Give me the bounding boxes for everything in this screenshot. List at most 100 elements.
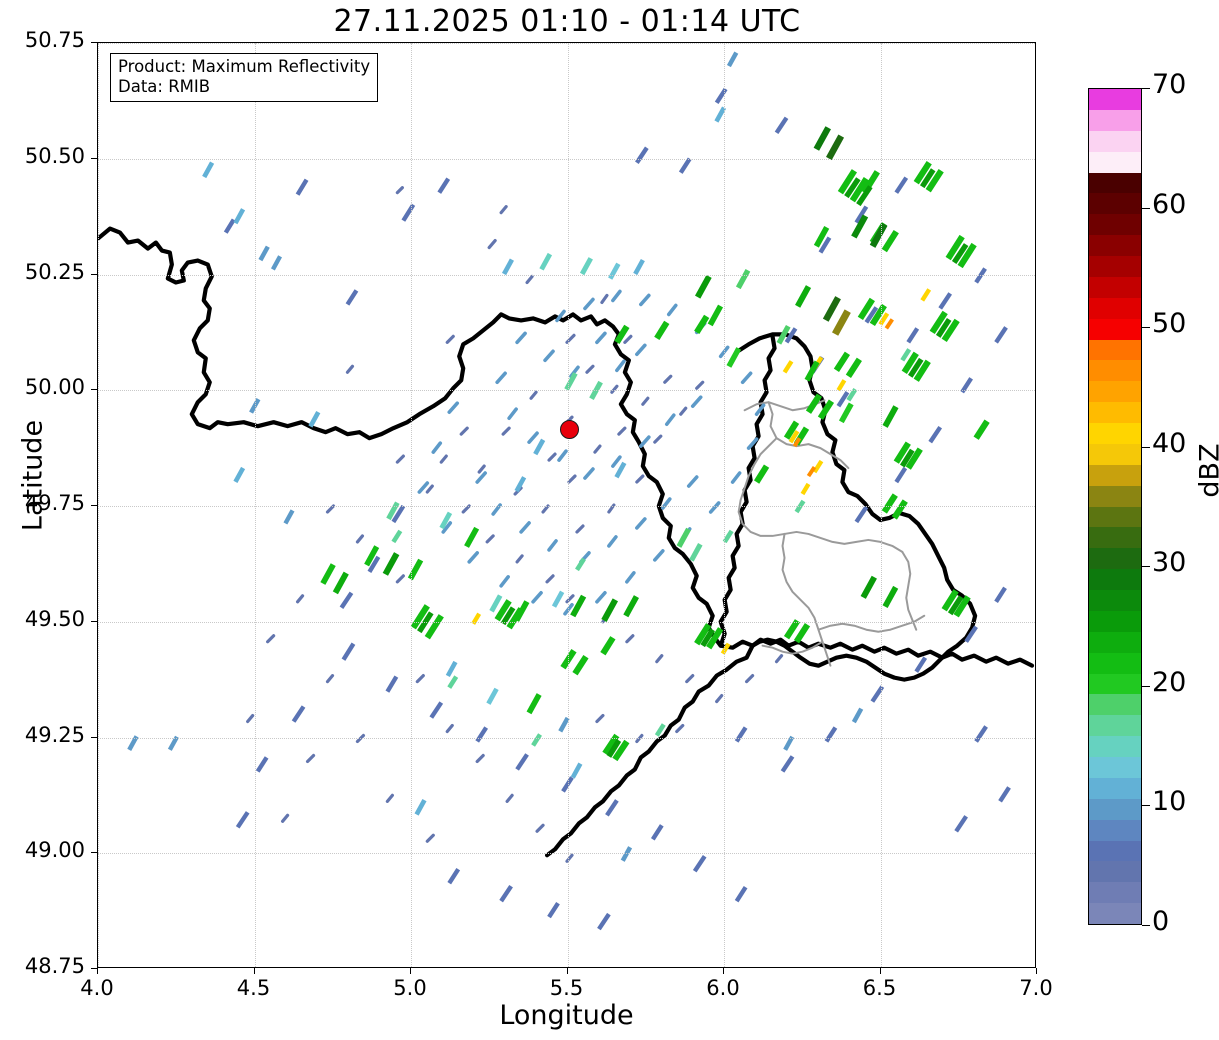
- colorbar-band: [1089, 882, 1141, 904]
- colorbar-title: dBZ: [1194, 443, 1219, 498]
- gridline-horizontal: [98, 158, 1035, 160]
- colorbar-band: [1089, 757, 1141, 778]
- colorbar-band: [1089, 715, 1141, 737]
- y-axis-tick: [91, 273, 97, 275]
- colorbar-band: [1089, 798, 1141, 820]
- echo-cell: [860, 575, 877, 599]
- echo-cell: [258, 245, 270, 262]
- echo-cell: [308, 410, 321, 428]
- colorbar-tick-label: 30: [1152, 547, 1187, 579]
- echo-cell: [795, 285, 812, 308]
- colorbar-band: [1089, 423, 1141, 444]
- colorbar-band: [1089, 590, 1141, 611]
- colorbar-band: [1089, 777, 1141, 799]
- colorbar-band: [1089, 172, 1141, 194]
- gridline-vertical: [567, 43, 569, 967]
- y-axis-tick-label: 49.00: [24, 838, 85, 863]
- gridline-horizontal: [98, 621, 1035, 623]
- gridline-horizontal: [98, 274, 1035, 276]
- echo-cell: [514, 476, 527, 493]
- colorbar-band: [1089, 276, 1141, 298]
- echo-cell: [804, 360, 820, 382]
- y-axis-tick-label: 50.75: [24, 28, 85, 52]
- echo-cell: [851, 214, 869, 239]
- page-title: 27.11.2025 01:10 - 01:14 UTC: [333, 4, 801, 39]
- colorbar-band: [1089, 402, 1141, 423]
- y-axis-tick: [91, 389, 97, 391]
- colorbar-band: [1089, 673, 1141, 695]
- echo-cell: [882, 405, 899, 428]
- y-axis-tick-label: 49.50: [24, 606, 85, 631]
- x-axis-tick-label: 6.0: [706, 976, 740, 1000]
- y-axis-tick: [91, 505, 97, 506]
- colorbar-band: [1089, 903, 1141, 924]
- colorbar-tick-label: 60: [1152, 188, 1187, 220]
- echo-cell: [813, 126, 831, 151]
- echo-cell: [526, 693, 542, 715]
- echo-cell: [127, 735, 139, 751]
- radar-site-marker[interactable]: [559, 420, 579, 440]
- data-source-label: Data: RMIB: [118, 77, 211, 97]
- echo-cell: [439, 511, 453, 530]
- x-axis-tick: [97, 968, 98, 974]
- colorbar-band: [1089, 527, 1141, 549]
- colorbar-tick: [1142, 88, 1150, 89]
- colorbar-tick: [1142, 327, 1150, 329]
- colorbar-band: [1089, 548, 1141, 570]
- echo-cell: [414, 799, 427, 816]
- echo-cell: [579, 257, 593, 276]
- echo-cell: [869, 222, 888, 248]
- colorbar[interactable]: [1088, 88, 1142, 925]
- echo-cell: [776, 324, 791, 345]
- gridline-vertical: [880, 43, 882, 967]
- colorbar-band: [1089, 506, 1141, 528]
- echo-cell: [233, 208, 246, 225]
- y-axis-tick-label: 50.00: [24, 375, 85, 400]
- colorbar-band: [1089, 339, 1141, 361]
- echo-cell: [382, 552, 400, 576]
- echo-cell: [822, 296, 841, 322]
- y-axis-title: Latitude: [17, 419, 49, 532]
- colorbar-tick: [1142, 925, 1150, 926]
- echo-cell: [813, 226, 830, 248]
- colorbar-band: [1089, 840, 1141, 862]
- y-axis-tick: [91, 157, 97, 159]
- x-axis-tick-label: 5.5: [549, 976, 584, 1000]
- gridline-horizontal: [98, 43, 1035, 44]
- colorbar-band: [1089, 485, 1141, 507]
- y-axis-tick-label: 49.25: [24, 722, 85, 747]
- gridline-horizontal: [98, 737, 1035, 739]
- echo-cell: [783, 735, 795, 751]
- echo-cell: [489, 594, 503, 613]
- y-axis-tick: [91, 736, 97, 738]
- x-axis-tick: [1036, 968, 1037, 974]
- colorbar-band: [1089, 318, 1141, 340]
- y-axis-tick-label: 48.75: [24, 954, 85, 978]
- echo-cell: [558, 716, 570, 733]
- product-info-box: Product: Maximum Reflectivity Data: RMIB: [110, 53, 379, 103]
- colorbar-band: [1089, 256, 1141, 277]
- echo-cell: [695, 274, 712, 299]
- x-axis-tick-label: 4.5: [236, 976, 271, 1000]
- echo-cell: [270, 255, 282, 271]
- colorbar-band: [1089, 214, 1141, 236]
- echo-cell: [832, 309, 851, 336]
- colorbar-band: [1089, 464, 1141, 486]
- colorbar-band: [1089, 861, 1141, 883]
- echo-cell: [633, 258, 645, 276]
- echo-cell: [364, 545, 380, 567]
- echo-cell: [320, 563, 336, 585]
- x-axis-title: Longitude: [499, 1000, 634, 1031]
- colorbar-band: [1089, 443, 1141, 465]
- x-axis-tick: [410, 968, 411, 974]
- colorbar-band: [1089, 610, 1141, 632]
- y-axis-tick: [91, 852, 97, 854]
- echo-cell: [826, 134, 845, 161]
- radar-map-axes[interactable]: [97, 42, 1036, 968]
- x-axis-tick: [723, 968, 724, 974]
- y-axis-tick-label: 50.50: [24, 143, 85, 168]
- colorbar-band: [1089, 151, 1141, 173]
- colorbar-tick-label: 0: [1152, 906, 1170, 937]
- colorbar-band: [1089, 193, 1141, 215]
- colorbar-band: [1089, 360, 1141, 382]
